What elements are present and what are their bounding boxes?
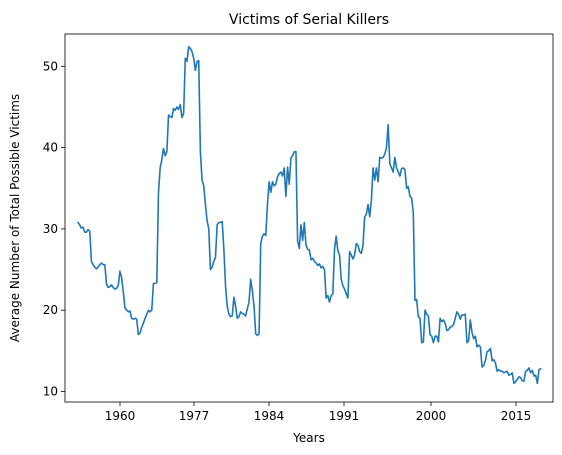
x-tick-label-4: 2000 — [416, 409, 447, 423]
y-tick-label-4: 50 — [43, 59, 58, 73]
chart-title: Victims of Serial Killers — [229, 12, 389, 28]
y-tick-label-0: 10 — [43, 385, 58, 399]
y-axis-title: Average Number of Total Possible Victims — [8, 94, 22, 342]
x-tick-label-5: 2015 — [501, 409, 532, 423]
x-tick-label-0: 1960 — [105, 409, 136, 423]
y-tick-label-3: 40 — [43, 141, 58, 155]
x-axis-title: Years — [292, 431, 325, 445]
y-axis: 10 20 30 40 50 — [43, 59, 65, 399]
y-tick-label-1: 20 — [43, 303, 58, 317]
x-tick-label-2: 1984 — [254, 409, 285, 423]
plot-frame — [64, 33, 554, 403]
x-axis: 1960 1977 1984 1991 2000 2015 — [105, 402, 532, 423]
series-line-0 — [77, 45, 542, 385]
plot-layer — [77, 45, 542, 385]
x-tick-label-1: 1977 — [179, 409, 210, 423]
y-tick-label-2: 30 — [43, 222, 58, 236]
x-tick-label-3: 1991 — [329, 409, 360, 423]
